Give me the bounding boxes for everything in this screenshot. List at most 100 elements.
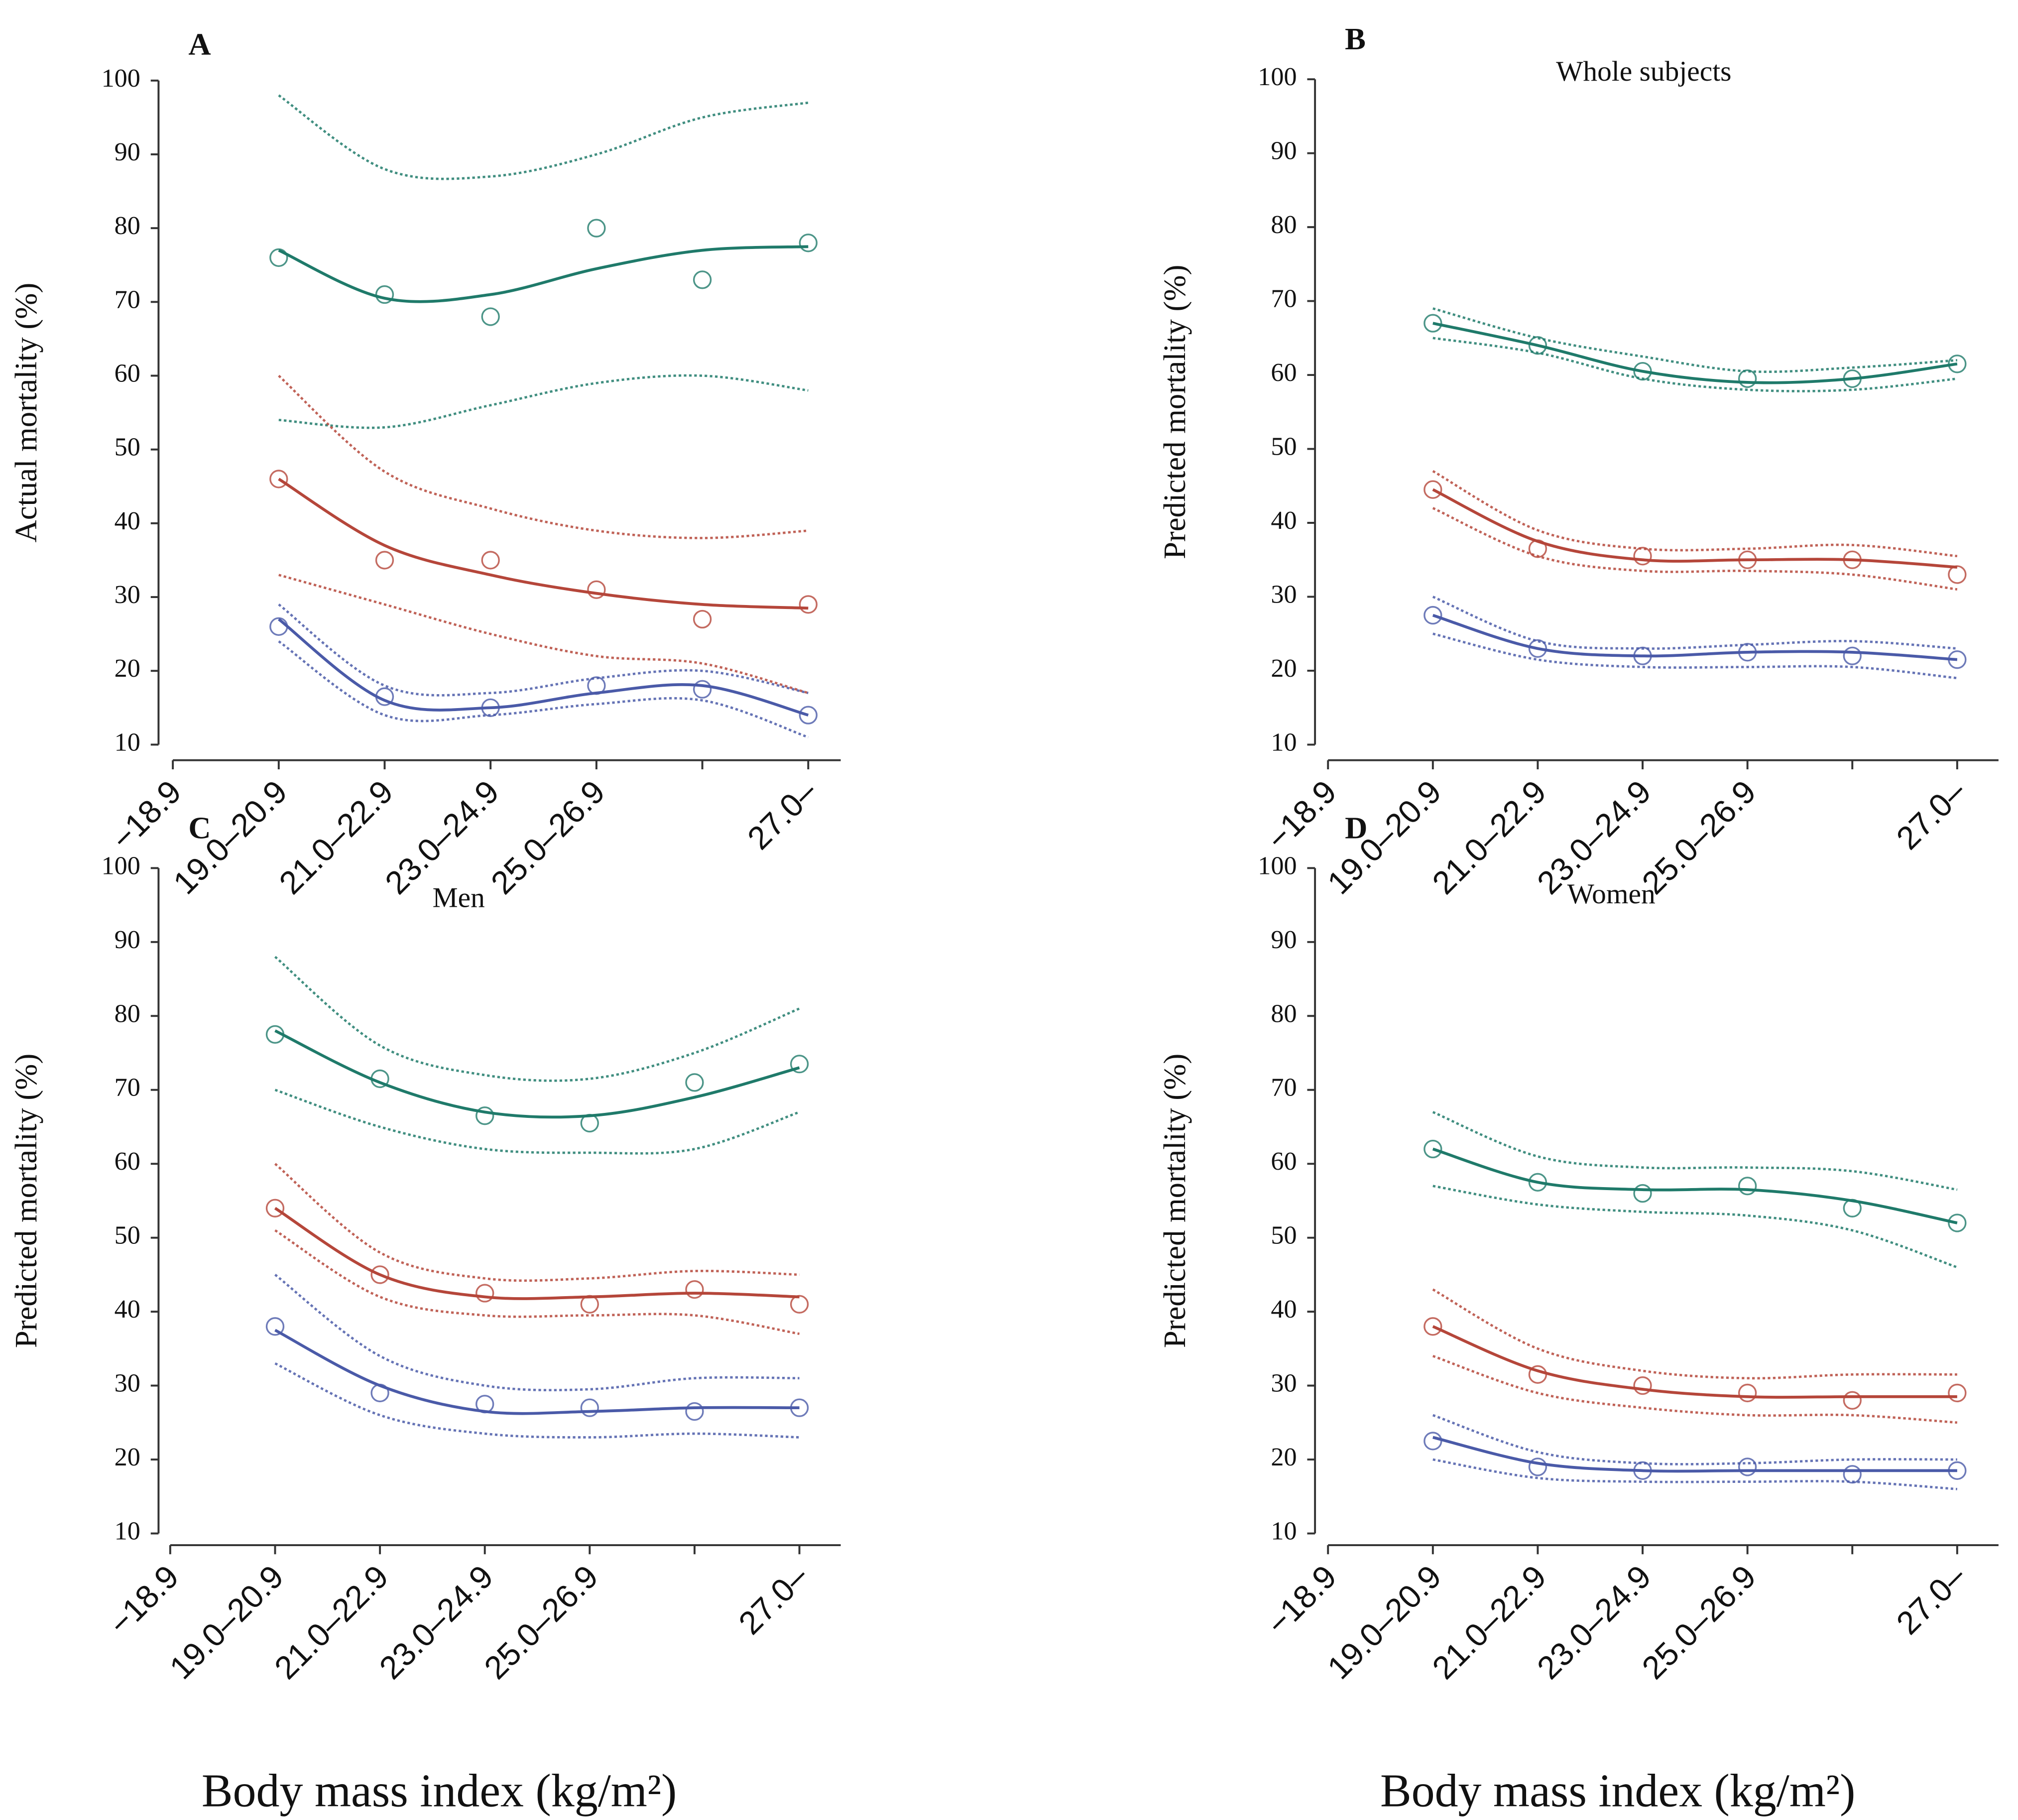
confidence-band xyxy=(274,1163,800,1282)
y-tick-label: 100 xyxy=(1258,62,1297,91)
data-point xyxy=(375,551,394,570)
confidence-band xyxy=(1432,596,1958,650)
confidence-band xyxy=(278,574,809,694)
y-tick-label: 40 xyxy=(115,506,140,535)
confidence-band xyxy=(278,374,809,429)
data-point xyxy=(790,1295,809,1314)
data-point xyxy=(799,595,818,614)
data-point xyxy=(475,1284,494,1303)
confidence-band xyxy=(1432,470,1958,558)
y-tick-label: 90 xyxy=(115,925,140,954)
y-tick-label: 30 xyxy=(1271,580,1297,608)
data-point xyxy=(1528,1173,1547,1192)
data-point xyxy=(269,248,288,267)
data-point xyxy=(1843,1465,1862,1484)
y-tick-label: 90 xyxy=(1271,925,1297,954)
y-tick-label: 20 xyxy=(1271,654,1297,683)
fit-line xyxy=(1432,613,1958,661)
data-point xyxy=(1633,646,1652,665)
y-tick-label: 70 xyxy=(115,1073,140,1102)
x-tick-label: 21.0–22.9 xyxy=(267,1558,395,1686)
y-tick-label: 100 xyxy=(102,64,140,93)
x-tick-label: 27.0– xyxy=(1890,1558,1973,1642)
data-point xyxy=(1424,1432,1442,1451)
data-point xyxy=(1738,1383,1757,1403)
y-tick-label: 80 xyxy=(115,999,140,1028)
data-point xyxy=(1843,1199,1862,1217)
data-point xyxy=(481,307,500,326)
data-point xyxy=(685,1280,704,1299)
data-point xyxy=(1424,1139,1442,1159)
data-point xyxy=(1738,1177,1757,1196)
subtitle: Women xyxy=(1567,878,1656,910)
data-point xyxy=(265,1317,285,1336)
x-tick-label: 21.0–22.9 xyxy=(272,773,400,901)
data-point xyxy=(375,687,394,706)
data-point xyxy=(1948,1383,1967,1403)
data-point xyxy=(1738,643,1757,662)
y-tick-label: 70 xyxy=(1271,284,1297,313)
confidence-band xyxy=(278,94,809,180)
confidence-band xyxy=(274,1229,800,1335)
y-tick-label: 80 xyxy=(1271,999,1297,1028)
fit-line xyxy=(274,1329,800,1415)
confidence-band xyxy=(278,640,809,738)
confidence-band xyxy=(1432,307,1958,373)
data-point xyxy=(1738,369,1757,388)
data-point xyxy=(587,580,606,599)
confidence-band xyxy=(1432,1288,1957,1380)
y-tick-label: 100 xyxy=(102,851,140,880)
y-tick-label: 20 xyxy=(1271,1443,1297,1471)
data-point xyxy=(265,1199,285,1217)
data-point xyxy=(1424,1317,1442,1336)
data-point xyxy=(481,551,500,570)
y-tick-label: 100 xyxy=(1258,851,1297,880)
data-point xyxy=(475,1106,494,1125)
x-tick-label: 21.0–22.9 xyxy=(1425,1558,1553,1686)
confidence-band xyxy=(1432,1185,1958,1269)
data-point xyxy=(1633,547,1652,566)
y-tick-label: 60 xyxy=(115,359,140,388)
y-tick-label: 80 xyxy=(1271,210,1297,239)
x-tick-label: −18.9 xyxy=(102,1558,185,1642)
y-tick-label: 40 xyxy=(1271,1295,1297,1324)
subtitle: Men xyxy=(433,882,485,914)
data-point xyxy=(1738,1457,1757,1476)
data-point xyxy=(685,1073,704,1092)
x-tick-label: −18.9 xyxy=(1260,773,1343,857)
fit-line xyxy=(274,1029,800,1119)
confidence-band xyxy=(1432,507,1958,591)
y-tick-label: 60 xyxy=(1271,358,1297,387)
fit-line xyxy=(278,618,809,717)
data-point xyxy=(580,1398,599,1417)
y-axis-label: Predicted mortality (%) xyxy=(8,1054,43,1348)
fit-line xyxy=(1432,1325,1957,1399)
confidence-band xyxy=(274,1274,800,1392)
x-tick-label: 25.0–26.9 xyxy=(484,773,612,901)
y-tick-label: 40 xyxy=(1271,506,1297,535)
y-tick-label: 90 xyxy=(1271,136,1297,165)
x-tick-label: 25.0–26.9 xyxy=(477,1558,605,1686)
fit-line xyxy=(1432,322,1958,384)
confidence-band xyxy=(1432,1111,1958,1191)
x-tick-label: −18.9 xyxy=(1260,1558,1343,1642)
data-point xyxy=(587,676,606,695)
confidence-band xyxy=(274,1362,800,1439)
x-tick-label: 23.0–24.9 xyxy=(1530,1558,1658,1686)
data-point xyxy=(685,1402,704,1421)
x-axis-label: Body mass index (kg/m²) xyxy=(202,1765,677,1817)
data-point xyxy=(1633,1184,1652,1203)
confidence-band xyxy=(278,604,809,697)
x-tick-label: 19.0–20.9 xyxy=(1320,1558,1448,1686)
data-point xyxy=(481,698,500,717)
x-axis-label: Body mass index (kg/m²) xyxy=(1380,1765,1855,1817)
x-tick-label: 27.0– xyxy=(740,773,824,856)
x-tick-label: 27.0– xyxy=(1890,773,1973,856)
data-point xyxy=(1528,1365,1547,1384)
data-point xyxy=(1633,1376,1652,1395)
confidence-band xyxy=(274,1089,800,1155)
x-tick-label: 25.0–26.9 xyxy=(1635,1558,1763,1686)
data-point xyxy=(790,1055,809,1074)
y-tick-label: 30 xyxy=(115,580,140,609)
